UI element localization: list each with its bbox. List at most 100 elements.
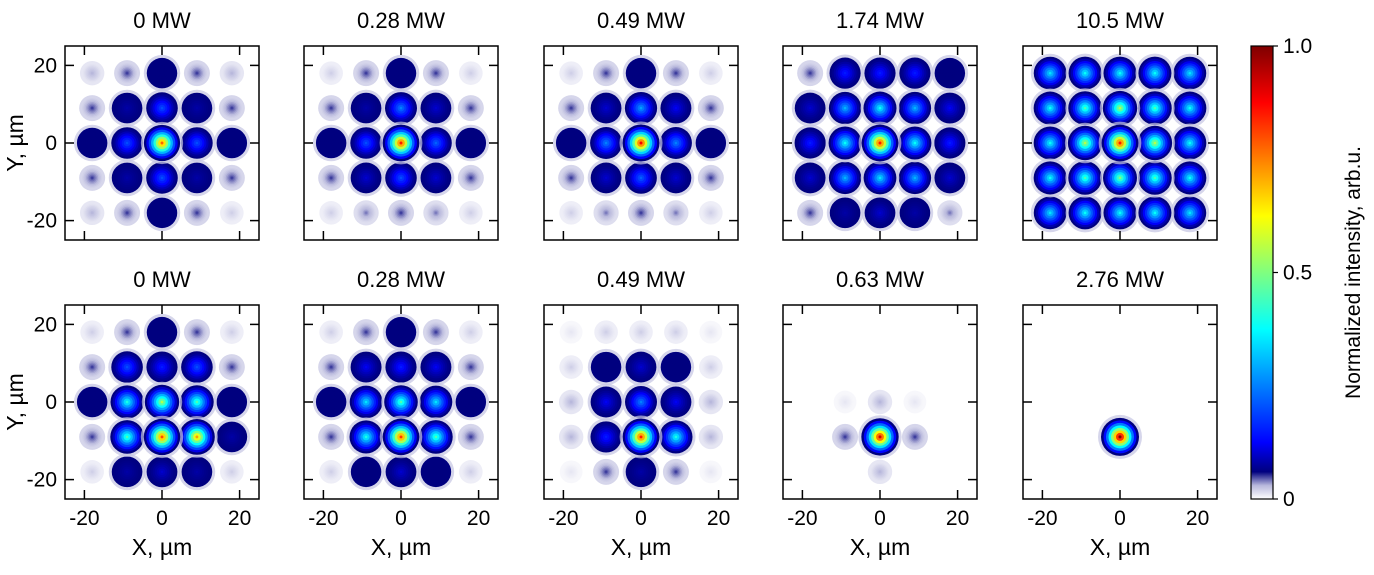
intensity-spot	[108, 453, 146, 491]
intensity-spot	[459, 61, 483, 85]
x-axis-label: X, µm	[611, 534, 672, 560]
intensity-spot	[1135, 158, 1175, 198]
panel-title: 10.5 MW	[1076, 8, 1164, 33]
intensity-spot	[1030, 88, 1070, 128]
panel-r0-c0: 0 MW 20 0 -20 Y, µm	[2, 8, 260, 241]
intensity-spot	[1170, 53, 1210, 93]
intensity-spot	[417, 124, 455, 162]
intensity-spot	[79, 95, 106, 122]
panel-title: 0 MW	[133, 8, 191, 33]
intensity-spot	[699, 61, 723, 85]
intensity-spot	[1065, 158, 1105, 198]
panel-title: 0 MW	[133, 267, 191, 292]
intensity-spot	[1100, 53, 1140, 93]
intensity-spot	[896, 194, 934, 232]
intensity-spot	[79, 60, 105, 86]
intensity-spot	[459, 201, 483, 225]
intensity-spot	[73, 124, 111, 162]
intensity-spot	[459, 320, 483, 344]
intensity-spot	[558, 95, 585, 122]
intensity-spot	[347, 453, 385, 491]
intensity-spot	[218, 354, 245, 381]
intensity-spot	[656, 417, 696, 457]
intensity-spot	[552, 124, 590, 162]
intensity-spot	[1100, 193, 1140, 233]
intensity-spot	[318, 95, 345, 122]
intensity-spot	[213, 418, 251, 456]
intensity-spot	[213, 124, 251, 162]
intensity-spot	[143, 194, 181, 232]
intensity-spot	[1098, 121, 1142, 165]
intensity-spot	[628, 199, 654, 226]
intensity-spot	[346, 382, 386, 422]
intensity-spot	[108, 348, 146, 386]
intensity-spot	[587, 348, 625, 386]
intensity-spots	[73, 54, 251, 232]
colorbar-tick-label: 1.0	[1283, 35, 1312, 58]
intensity-spots	[73, 313, 251, 491]
intensity-spot	[457, 354, 484, 381]
intensity-spot	[1170, 123, 1210, 163]
intensity-spot	[559, 61, 583, 85]
intensity-spot	[931, 124, 969, 162]
intensity-spot	[1099, 87, 1141, 129]
intensity-spot	[318, 164, 345, 191]
panel-r1-c1: 0.28 MW -20 0 20 X, µm	[303, 267, 499, 560]
intensity-spot	[176, 416, 218, 458]
x-tick-label: 20	[707, 507, 730, 530]
intensity-spot	[114, 199, 141, 226]
y-tick-label: 20	[34, 54, 57, 77]
intensity-spot	[559, 320, 583, 344]
intensity-spot	[379, 121, 423, 165]
intensity-spot	[629, 320, 653, 344]
intensity-spot	[1135, 88, 1175, 128]
intensity-spot	[1098, 414, 1142, 459]
intensity-spot	[896, 54, 934, 92]
x-tick-label: 0	[635, 507, 647, 530]
intensity-spot	[825, 88, 865, 128]
intensity-spot	[140, 121, 184, 165]
intensity-spot	[1134, 122, 1176, 164]
intensity-spot	[183, 60, 210, 87]
intensity-spot	[858, 121, 902, 165]
x-tick-label: -20	[1027, 507, 1057, 530]
colorbar-gradient	[1250, 45, 1274, 500]
intensity-spot	[559, 355, 583, 379]
intensity-spot	[558, 164, 585, 191]
x-tick-label: 20	[467, 507, 490, 530]
intensity-spot	[218, 164, 245, 191]
intensity-spot	[416, 417, 456, 457]
intensity-spot	[697, 95, 724, 122]
x-tick-label: 0	[156, 507, 168, 530]
intensity-spot	[867, 389, 893, 415]
x-tick-label: 0	[395, 507, 407, 530]
intensity-spot	[183, 199, 210, 226]
intensity-spot	[1100, 157, 1140, 198]
intensity-spot	[218, 95, 245, 122]
intensity-spot	[825, 158, 865, 198]
intensity-spot	[697, 164, 724, 191]
intensity-spot	[114, 60, 141, 87]
intensity-spot	[619, 121, 663, 165]
panel-title: 0.28 MW	[357, 8, 445, 33]
intensity-spot	[382, 453, 420, 491]
panel-title: 0.28 MW	[357, 267, 445, 292]
intensity-spot	[587, 159, 625, 197]
intensity-spot	[79, 164, 106, 191]
intensity-spot	[178, 89, 216, 127]
intensity-spot	[895, 123, 935, 163]
intensity-spot	[422, 319, 449, 346]
intensity-spot	[797, 199, 824, 226]
intensity-spot	[382, 159, 420, 197]
intensity-spot	[662, 458, 689, 485]
x-tick-label: -20	[308, 507, 338, 530]
intensity-spot	[931, 159, 969, 197]
intensity-spot	[452, 124, 490, 162]
intensity-spot	[183, 319, 210, 346]
x-axis-label: X, µm	[132, 534, 193, 560]
panel-title: 0.49 MW	[597, 267, 685, 292]
intensity-spot	[931, 54, 969, 92]
intensity-spot	[657, 383, 695, 421]
intensity-spot	[621, 88, 661, 128]
intensity-spot	[318, 423, 345, 450]
